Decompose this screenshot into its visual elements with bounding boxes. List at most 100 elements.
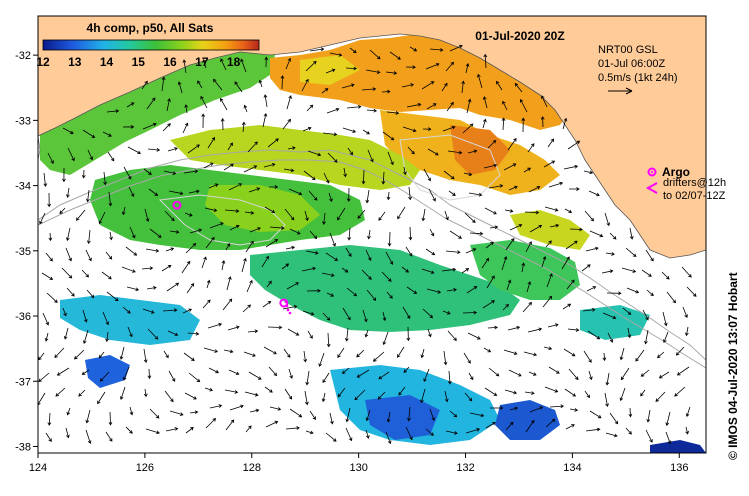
current-arrow bbox=[377, 391, 386, 400]
current-arrow bbox=[305, 370, 310, 386]
current-arrow bbox=[523, 167, 532, 173]
current-arrow bbox=[182, 59, 187, 74]
colorbar-tick-label: 17 bbox=[195, 55, 209, 69]
current-arrow bbox=[185, 427, 194, 434]
current-arrow bbox=[465, 63, 470, 74]
current-arrow bbox=[386, 411, 391, 423]
current-arrow bbox=[506, 279, 512, 291]
current-arrow bbox=[466, 286, 478, 294]
current-arrow bbox=[585, 427, 601, 432]
current-arrow bbox=[163, 170, 177, 175]
current-arrow bbox=[241, 257, 247, 273]
current-arrow bbox=[540, 116, 545, 128]
current-arrow bbox=[78, 389, 86, 397]
current-arrow bbox=[484, 387, 498, 396]
current-arrow bbox=[168, 370, 176, 382]
current-arrow bbox=[269, 185, 279, 189]
current-arrow bbox=[401, 83, 415, 88]
current-arrow bbox=[420, 388, 426, 404]
current-arrow bbox=[209, 222, 224, 229]
x-axis: 124 126 128 130 132 134 136 bbox=[29, 453, 688, 474]
date-label: 01-Jul-2020 20Z bbox=[475, 29, 564, 43]
current-arrow bbox=[347, 227, 352, 241]
current-arrow bbox=[605, 252, 615, 256]
current-scale: 0.5m/s (1kt 24h) bbox=[598, 72, 677, 84]
current-arrow bbox=[197, 80, 203, 89]
current-arrow bbox=[509, 224, 523, 231]
current-arrow bbox=[189, 228, 203, 234]
current-arrow bbox=[269, 406, 282, 411]
current-arrow bbox=[601, 269, 614, 274]
current-arrow bbox=[423, 368, 430, 383]
current-arrow bbox=[462, 310, 478, 315]
current-arrow bbox=[228, 369, 240, 375]
current-arrow bbox=[543, 346, 553, 351]
x-tick-label: 128 bbox=[243, 462, 261, 474]
sst-patch-green-east bbox=[470, 240, 580, 300]
current-arrow bbox=[367, 229, 371, 240]
current-arrow bbox=[264, 56, 269, 68]
x-tick-label: 126 bbox=[136, 462, 154, 474]
coastline-detail bbox=[38, 135, 41, 161]
sst-patch-se-deep-blue bbox=[650, 440, 706, 453]
current-arrow bbox=[122, 366, 130, 381]
colorbar-tick-label: 12 bbox=[36, 55, 50, 69]
current-arrow bbox=[563, 348, 576, 357]
current-arrow bbox=[666, 291, 676, 304]
current-arrow bbox=[604, 392, 609, 408]
current-arrow bbox=[86, 189, 90, 203]
current-arrow bbox=[168, 190, 184, 196]
current-arrow bbox=[405, 65, 416, 70]
current-arrow bbox=[306, 104, 314, 112]
current-arrow bbox=[165, 427, 179, 432]
current-arrow bbox=[589, 230, 604, 238]
current-arrow bbox=[361, 169, 366, 185]
argo-float-marker bbox=[279, 298, 289, 308]
current-arrow bbox=[185, 243, 197, 254]
current-arrow bbox=[487, 139, 497, 149]
current-arrow bbox=[444, 390, 449, 403]
current-arrow bbox=[449, 44, 463, 52]
current-arrow bbox=[685, 426, 689, 435]
current-arrow bbox=[285, 245, 296, 250]
current-arrow bbox=[635, 349, 645, 362]
current-arrow bbox=[444, 210, 449, 221]
current-arrow bbox=[106, 291, 119, 302]
current-arrow bbox=[240, 58, 247, 73]
current-arrow bbox=[264, 206, 276, 213]
current-arrow bbox=[119, 346, 125, 360]
current-arrow bbox=[545, 240, 552, 248]
current-arrow bbox=[584, 210, 595, 222]
current-arrow bbox=[187, 144, 200, 154]
current-arrow bbox=[62, 307, 67, 317]
current-arrow bbox=[346, 104, 362, 109]
current-arrow bbox=[582, 308, 596, 312]
current-arrow bbox=[98, 211, 106, 225]
current-arrow bbox=[503, 163, 517, 171]
current-arrow bbox=[143, 388, 148, 398]
y-tick-label: -36 bbox=[15, 311, 31, 323]
current-arrow bbox=[426, 103, 437, 110]
current-arrow bbox=[243, 104, 248, 113]
current-arrow bbox=[449, 230, 462, 239]
current-arrow bbox=[265, 420, 279, 428]
current-arrow bbox=[126, 102, 135, 108]
sst-patch-sw-blue bbox=[85, 355, 130, 388]
current-arrow bbox=[184, 392, 197, 400]
current-arrow bbox=[224, 209, 240, 213]
current-arrow bbox=[409, 46, 418, 52]
current-arrow bbox=[229, 404, 244, 411]
current-arrow bbox=[425, 248, 436, 256]
current-arrow bbox=[285, 57, 292, 70]
current-arrow bbox=[665, 411, 671, 427]
current-arrow bbox=[489, 225, 499, 230]
current-arrow bbox=[329, 412, 334, 425]
current-arrow bbox=[403, 366, 410, 373]
current-arrow bbox=[542, 295, 553, 308]
current-arrow bbox=[123, 166, 132, 180]
current-arrow bbox=[200, 95, 208, 109]
current-arrow bbox=[103, 171, 107, 186]
current-arrow bbox=[82, 309, 88, 323]
current-arrow bbox=[86, 289, 95, 299]
current-arrow bbox=[325, 432, 337, 442]
